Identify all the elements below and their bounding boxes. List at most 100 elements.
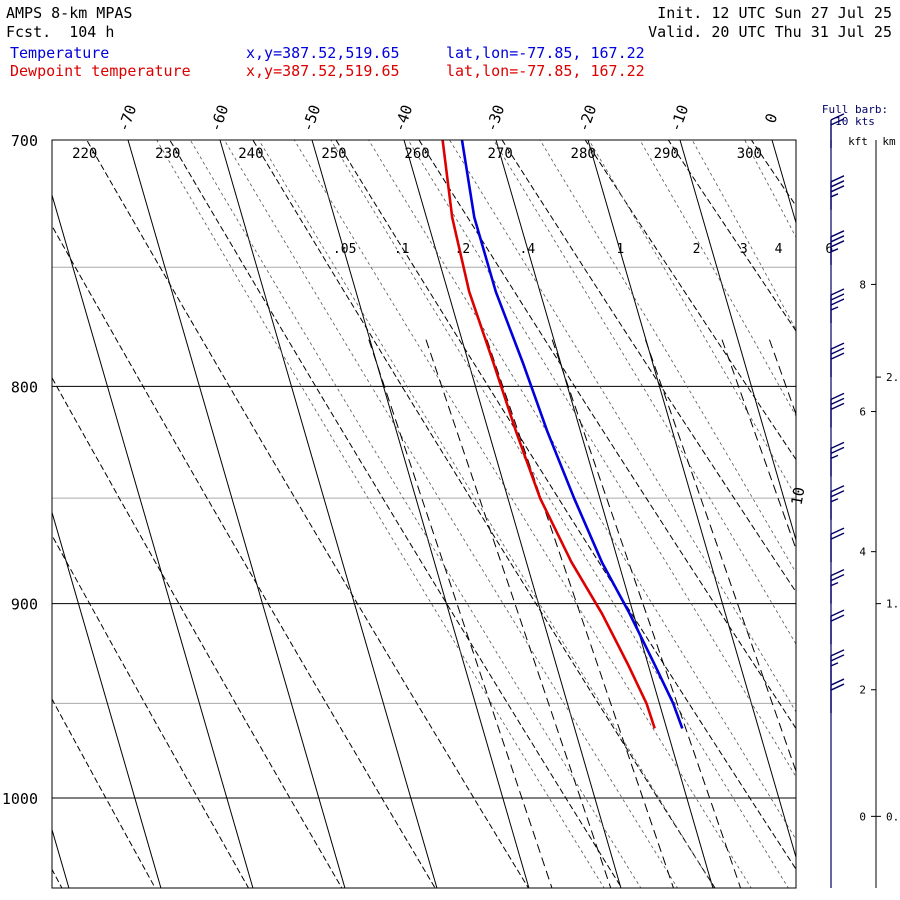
mixing-ratio-label: .1: [394, 242, 410, 257]
dry-adiabat: [252, 140, 716, 888]
mixing-ratio-line: [368, 339, 553, 888]
moist-adiabat: [449, 140, 796, 713]
wind-barb-full: [830, 288, 845, 296]
moist-adiabat: [330, 140, 789, 888]
dewpoint-xy: x,y=387.52,519.65: [246, 62, 400, 80]
wind-barb-full: [830, 568, 845, 577]
mixing-ratio-label: 2: [693, 242, 701, 257]
dewpoint-latlon: lat,lon=-77.85, 167.22: [446, 62, 645, 80]
wind-barb-full: [830, 654, 845, 662]
isotherm: [679, 140, 796, 542]
isotherm: [587, 140, 796, 860]
mixing-ratio-line: [425, 339, 612, 888]
temperature-line: [460, 140, 684, 729]
kft-label: kft: [848, 135, 868, 148]
isotherm: [52, 510, 162, 888]
wind-barb-full: [830, 683, 845, 691]
sounding-series: [441, 140, 684, 729]
temperature-tick-label: 10: [788, 486, 809, 507]
kft-tick-label: 8: [859, 278, 866, 291]
valid-time: Valid. 20 UTC Thu 31 Jul 25: [648, 23, 892, 41]
moist-adiabat: [744, 140, 796, 239]
wind-barb-half: [830, 498, 839, 503]
mixing-ratio-line: [644, 339, 796, 773]
mixing-ratio-line: [486, 339, 674, 888]
mixing-ratio-label: .05: [333, 242, 356, 257]
temperature-tick-label: -60: [206, 102, 232, 134]
moist-adiabat: [293, 140, 752, 888]
barb-legend-line1: Full barb:: [822, 103, 888, 116]
wind-barb-full: [830, 235, 845, 243]
wind-barb-half: [830, 454, 839, 459]
dewpoint-line: [441, 140, 656, 729]
forecast-hour: Fcst. 104 h: [6, 23, 115, 41]
kft-tick-label: 2: [859, 684, 866, 697]
temperature-legend-label: Temperature: [10, 44, 110, 62]
pressure-tick-label: 1000: [2, 790, 38, 808]
moist-adiabat: [258, 140, 715, 888]
wind-barb-half: [830, 193, 839, 198]
moist-adiabat: [223, 140, 678, 888]
isotherm: [495, 140, 714, 888]
wind-barb-full: [830, 185, 845, 193]
dry-adiabat: [52, 534, 250, 888]
dry-adiabat: [335, 140, 796, 871]
moist-adiabat: [539, 140, 796, 574]
wind-barb-full: [830, 527, 845, 535]
wind-barb-full: [830, 402, 845, 411]
init-time: Init. 12 UTC Sun 27 Jul 25: [657, 4, 892, 22]
wind-barb: [830, 230, 845, 265]
isotherm: [864, 140, 900, 900]
moist-adiabat: [639, 140, 796, 417]
wind-barb-full: [830, 649, 845, 657]
dry-adiabat-label: 300: [737, 146, 762, 162]
barb-legend-line2: 10 kts: [835, 115, 875, 128]
dry-adiabat: [798, 87, 900, 900]
dry-adiabat-label: 270: [487, 146, 512, 162]
wind-barb: [830, 485, 845, 520]
wind-barb-half: [830, 248, 839, 253]
wind-barb-full: [830, 240, 845, 248]
wind-barb-full: [830, 352, 845, 360]
pressure-tick-label: 700: [11, 132, 38, 150]
wind-barb-full: [830, 485, 845, 493]
dry-adiabat: [880, 87, 900, 900]
wind-barb-full: [830, 397, 845, 406]
dry-adiabat: [584, 140, 796, 461]
dry-adiabat: [52, 868, 63, 888]
wind-barb-full: [830, 118, 845, 126]
wind-barb: [830, 342, 845, 378]
model-title: AMPS 8-km MPAS: [6, 4, 133, 22]
mixing-ratio-line: [721, 339, 796, 551]
wind-barb-full: [830, 678, 845, 686]
dry-adiabat-label: 250: [321, 146, 346, 162]
plot-frame: [51, 139, 797, 889]
dry-adiabat-label: 290: [654, 146, 679, 162]
dry-adiabat: [52, 224, 436, 888]
temperature-xy: x,y=387.52,519.65: [246, 44, 400, 62]
moist-adiabat: [156, 140, 605, 888]
wind-barb: [830, 527, 845, 563]
dry-adiabat: [501, 140, 796, 593]
km-tick-label: 1.: [886, 598, 899, 611]
wind-barb-half: [830, 306, 839, 311]
wind-barb: [830, 392, 845, 428]
kft-tick-label: 6: [859, 406, 866, 419]
mixing-ratio-label: 1: [616, 242, 624, 257]
temperature-tick-label: -40: [390, 102, 416, 134]
km-tick-label: 0.: [886, 810, 899, 823]
wind-barb: [830, 175, 845, 210]
dewpoint-legend-label: Dewpoint temperature: [10, 62, 191, 80]
moist-adiabat: [691, 140, 796, 331]
wind-barb-full: [830, 573, 845, 582]
temperature-tick-label: -70: [114, 102, 140, 134]
wind-barb: [830, 113, 845, 148]
temperature-tick-label: 0: [761, 111, 781, 126]
pressure-tick-label: 800: [11, 378, 38, 396]
wind-barb-full: [830, 342, 845, 350]
isotherm: [311, 140, 530, 888]
mixing-ratio-label: .2: [455, 242, 471, 257]
wind-barb-full: [830, 175, 845, 183]
dry-adiabat: [86, 140, 529, 888]
